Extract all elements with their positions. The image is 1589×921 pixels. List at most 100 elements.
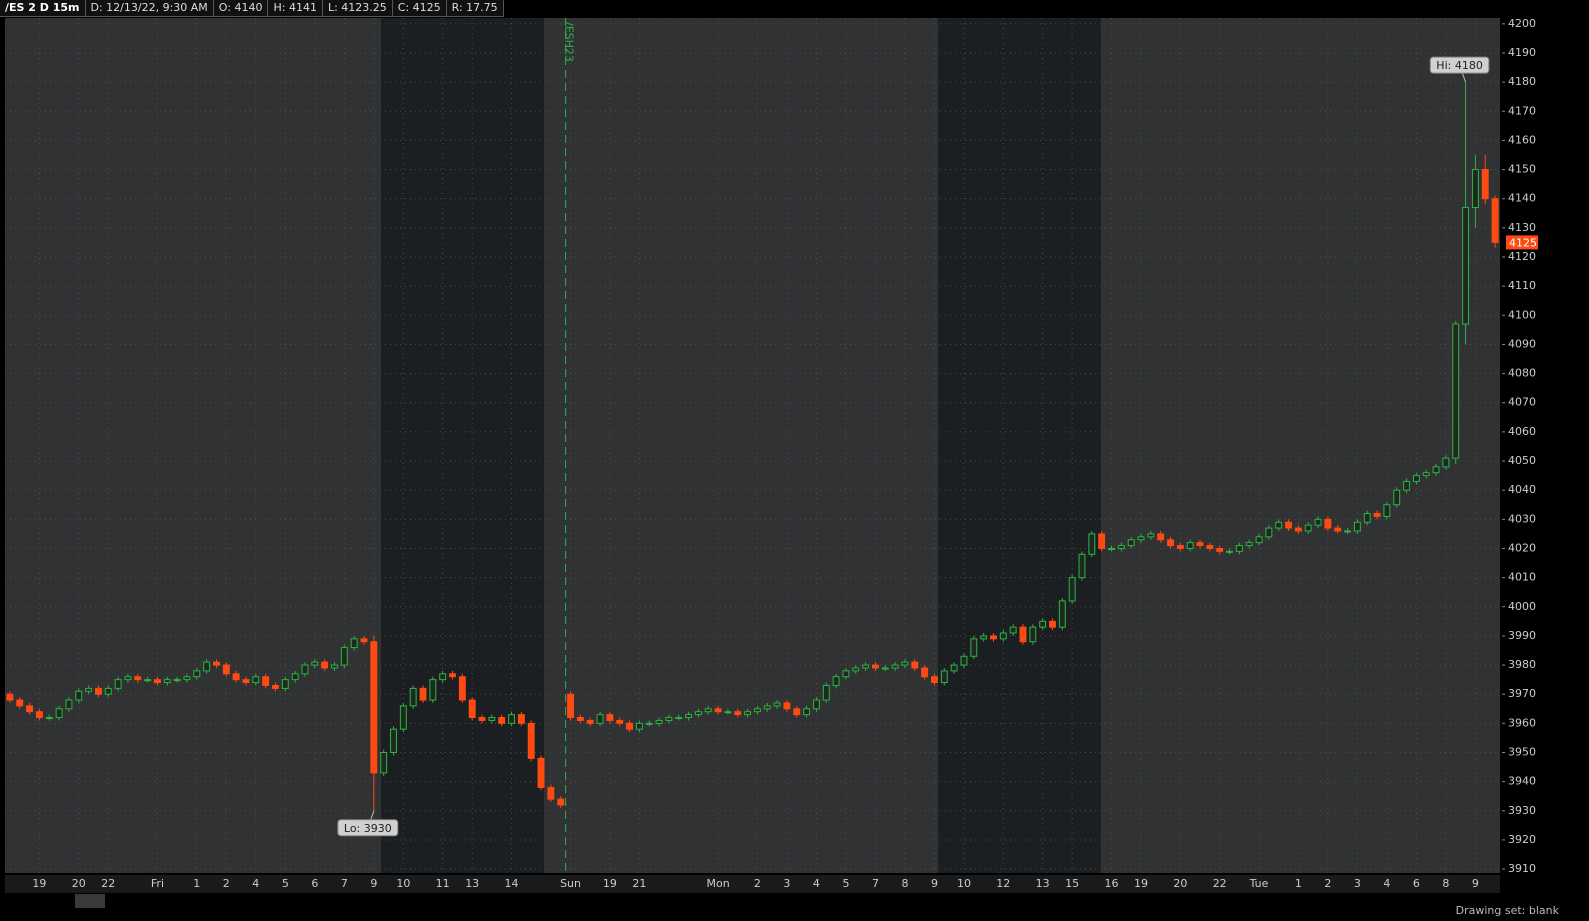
header-field: R: 17.75 [446, 0, 504, 17]
x-tick-label: 5 [282, 877, 289, 890]
y-tick-label: 4150 [1508, 163, 1536, 176]
y-tick-label: 4140 [1508, 192, 1536, 205]
candle-body [193, 670, 201, 678]
candle-body [409, 687, 417, 707]
candle-body [517, 714, 525, 724]
x-tick-label: Mon [706, 877, 729, 890]
candle-body [990, 635, 997, 640]
candle-body [1314, 518, 1322, 526]
x-tick-label: 19 [1134, 877, 1148, 890]
candle-body [852, 667, 860, 672]
y-tick-label: 4030 [1508, 512, 1536, 525]
y-tick-label: 4000 [1508, 600, 1536, 613]
y-tick-label: 4180 [1508, 75, 1536, 88]
candle-body [350, 638, 358, 649]
candle-body [26, 705, 34, 713]
y-tick-label: 4200 [1508, 17, 1536, 30]
candle-body [1462, 206, 1470, 325]
candle-body [832, 676, 840, 686]
x-tick-label: 15 [1065, 877, 1079, 890]
candle-body [557, 798, 565, 806]
candle-body [1245, 542, 1253, 547]
y-tick-label: 3930 [1508, 804, 1536, 817]
candle-body [360, 638, 368, 643]
header-field: H: 4141 [268, 0, 323, 17]
candle-body [163, 679, 171, 684]
candle-body [911, 661, 919, 669]
y-tick-label: 4090 [1508, 337, 1536, 350]
x-tick-label: 6 [1413, 877, 1420, 890]
candle-body [262, 676, 270, 686]
x-tick-label: 14 [505, 877, 519, 890]
candle-body [527, 722, 535, 759]
candle-body [655, 719, 663, 724]
y-tick-label: 3920 [1508, 833, 1536, 846]
candle-body [232, 673, 240, 681]
y-tick-label: 3950 [1508, 745, 1536, 758]
y-tick-label: 4110 [1508, 279, 1536, 292]
candle-body [842, 670, 850, 678]
y-tick-label: 3990 [1508, 629, 1536, 642]
y-tick-label: 3960 [1508, 716, 1536, 729]
candle-body [331, 664, 338, 669]
drawing-set[interactable]: Drawing set: blank [1455, 904, 1559, 917]
candle-body [1412, 475, 1420, 482]
y-tick-label: 4070 [1508, 396, 1536, 409]
candle-body [1147, 533, 1155, 538]
candle-body [203, 661, 211, 672]
x-tick-label: 9 [1472, 877, 1479, 890]
scroll-button[interactable] [75, 894, 105, 908]
y-tick-label: 4160 [1508, 133, 1536, 146]
candle-body [114, 679, 122, 689]
candle-body [763, 705, 771, 710]
y-tick-label: 3980 [1508, 658, 1536, 671]
symbol[interactable]: /ES 2 D 15m [0, 0, 86, 17]
candle-body [1157, 533, 1165, 541]
candle-body [980, 635, 988, 640]
candle-body [616, 719, 624, 724]
y-tick-label: 3940 [1508, 775, 1536, 788]
y-tick-label: 3910 [1508, 862, 1536, 875]
candle-body [16, 699, 24, 707]
candle-body [154, 679, 161, 684]
candle-body [65, 699, 73, 710]
candle-body [1481, 169, 1489, 200]
candle-body [694, 711, 702, 716]
candle-body [803, 708, 811, 716]
x-tick-label: 3 [783, 877, 790, 890]
candle-body [370, 641, 378, 774]
candle-body [75, 690, 83, 701]
annotation-label: Lo: 3930 [344, 822, 392, 835]
x-tick-label: 7 [872, 877, 879, 890]
candle-body [635, 722, 643, 730]
candle-body [714, 708, 722, 713]
candle-body [429, 679, 437, 701]
x-tick-label: 9 [370, 877, 377, 890]
candle-body [1078, 553, 1086, 579]
candle-body [468, 699, 476, 719]
candle-body [134, 676, 142, 681]
candle-body [1226, 550, 1233, 553]
candle-body [1068, 577, 1076, 602]
x-tick-label: 16 [1104, 877, 1118, 890]
candle-body [891, 664, 899, 669]
candle-body [1334, 527, 1342, 532]
candle-body [1088, 533, 1096, 555]
candle-body [950, 664, 958, 672]
candle-body [596, 714, 604, 724]
candle-body [734, 711, 742, 716]
annotation-label: Hi: 4180 [1436, 59, 1483, 72]
x-tick-label: 4 [813, 877, 820, 890]
y-tick-label: 4120 [1508, 250, 1536, 263]
candle-body [488, 717, 496, 721]
candle-body [783, 702, 791, 710]
candle-body [999, 632, 1007, 640]
candle-body [812, 699, 820, 710]
candle-body [1373, 512, 1381, 517]
x-tick-label: 4 [252, 877, 259, 890]
candle-body [439, 673, 447, 681]
candle-body [1108, 547, 1115, 550]
y-tick-label: 3970 [1508, 687, 1536, 700]
header-bar: /ES 2 D 15m D: 12/13/22, 9:30 AM O: 4140 H… [0, 0, 504, 17]
